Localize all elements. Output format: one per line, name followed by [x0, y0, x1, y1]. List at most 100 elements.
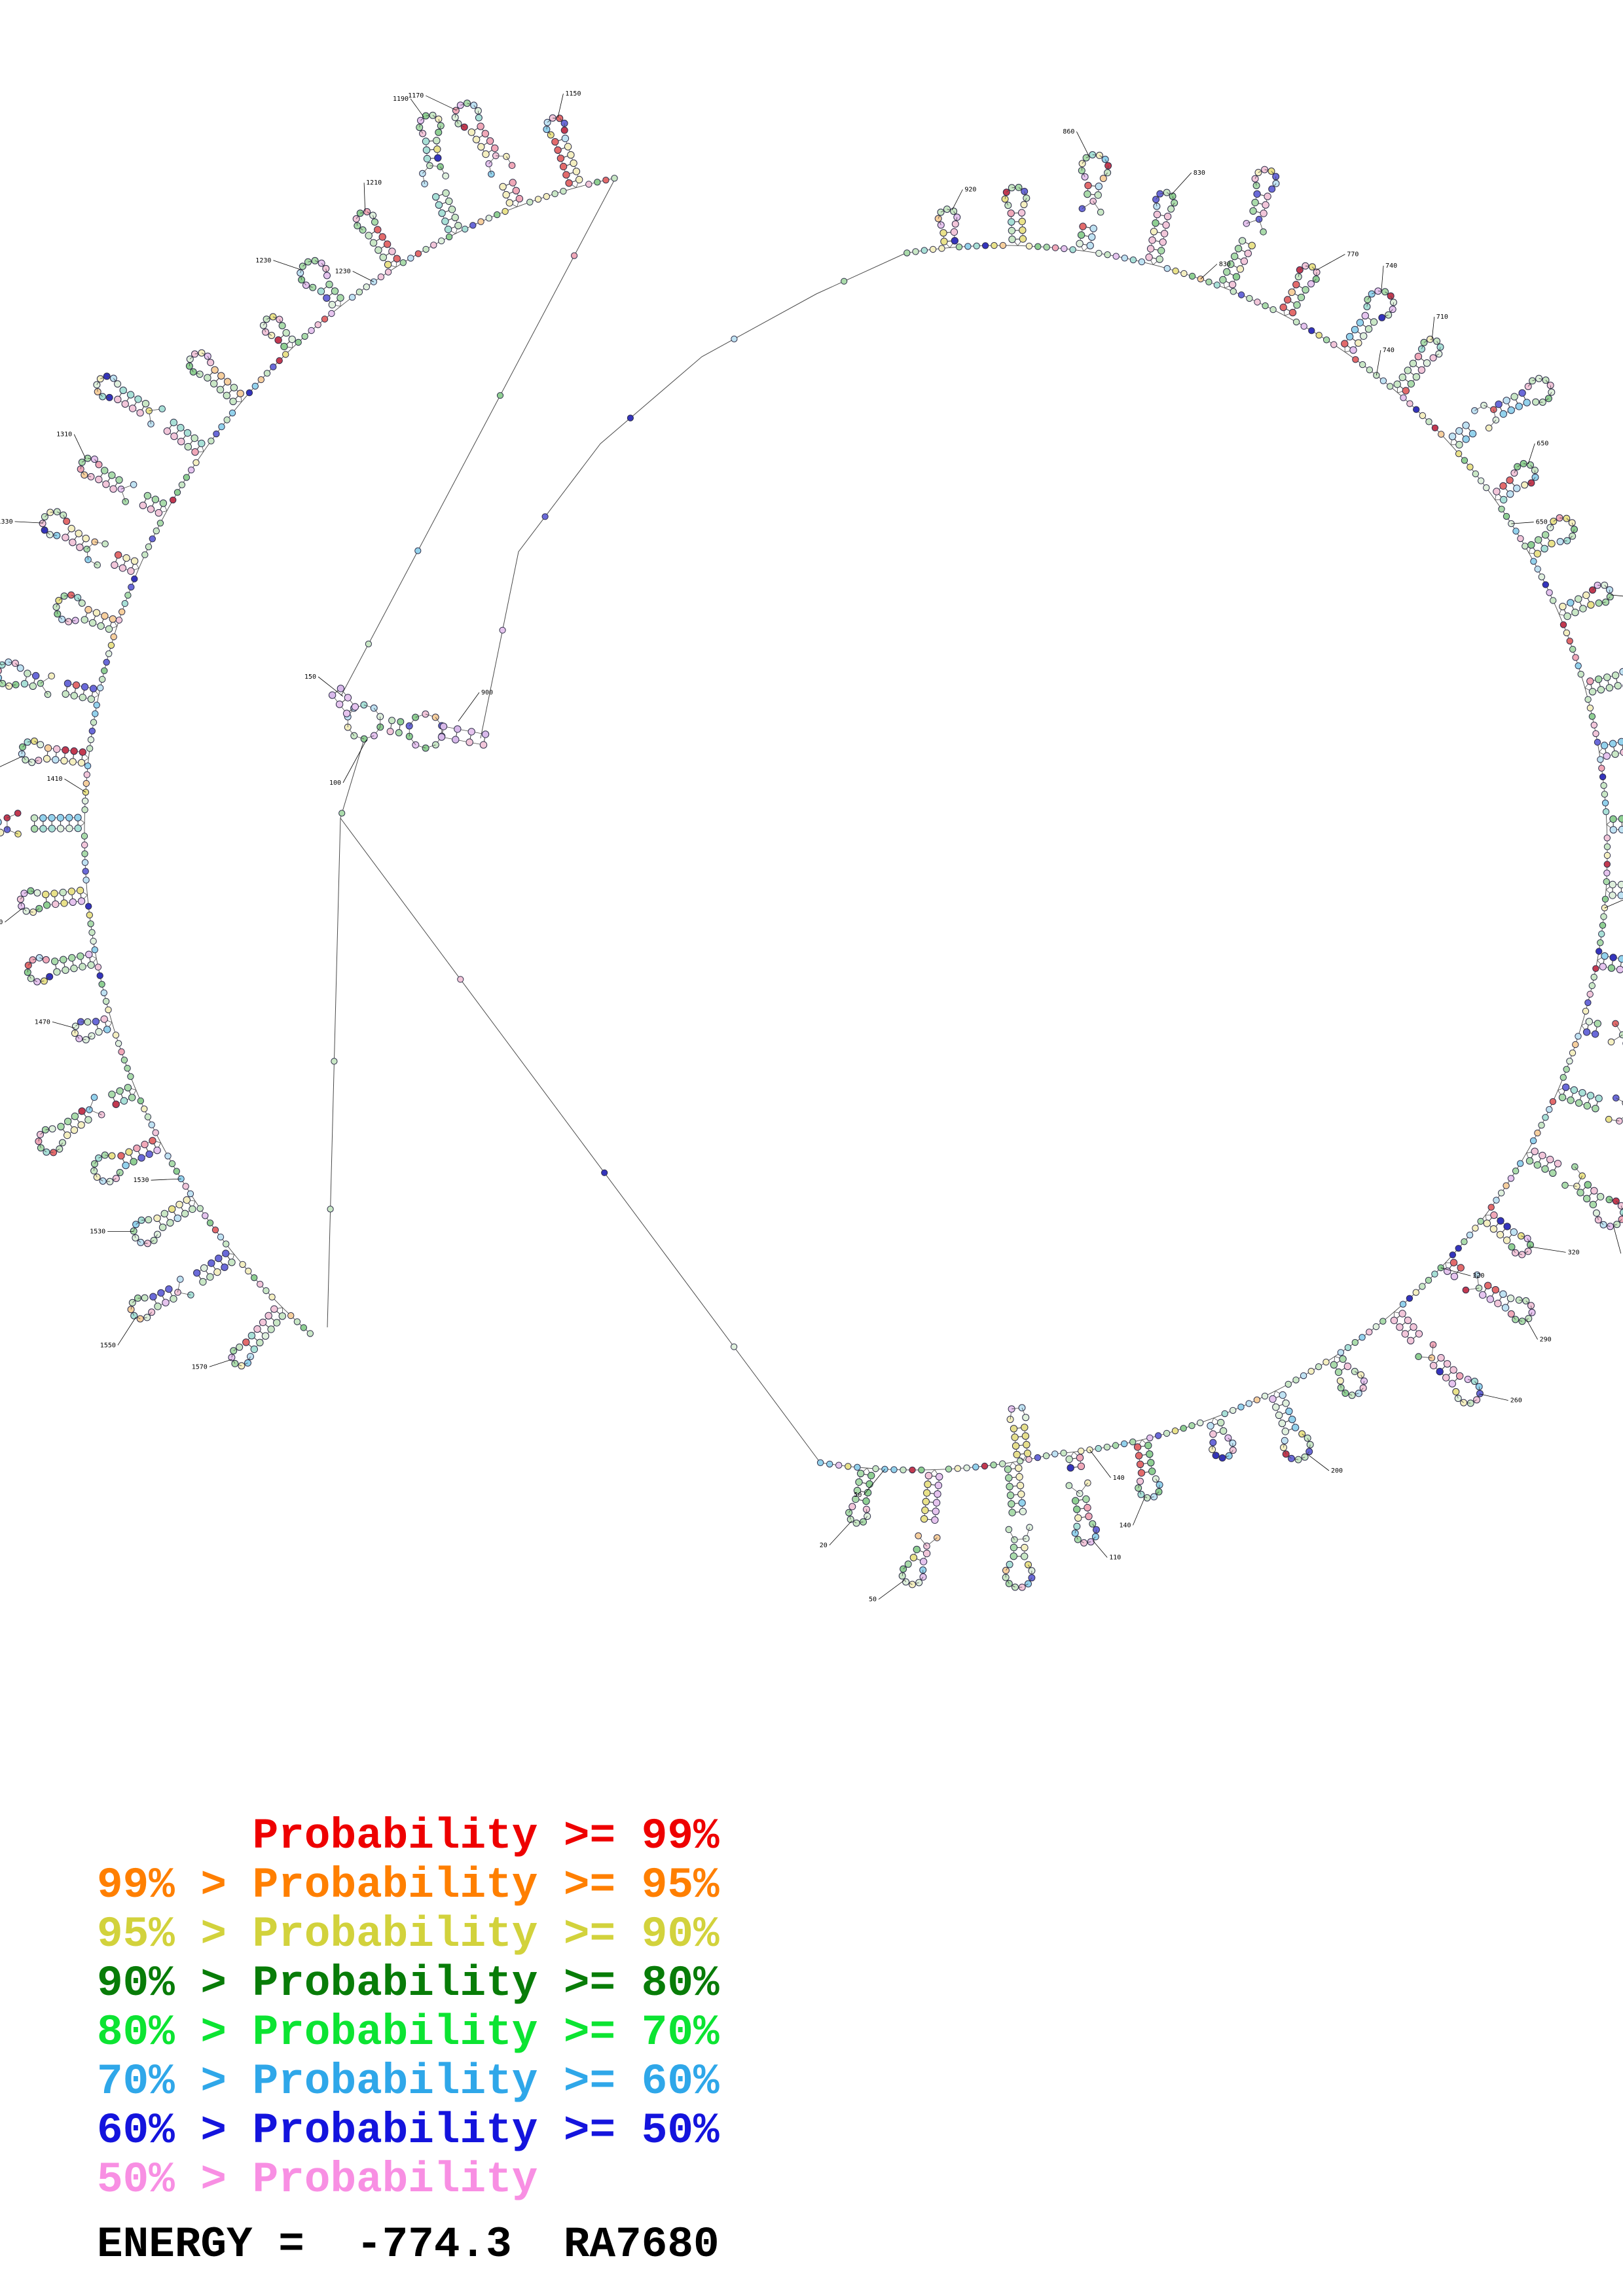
nucleotide: [945, 1465, 953, 1473]
nucleotide: [1417, 366, 1426, 374]
nucleotide: [481, 730, 490, 738]
nucleotide: [1360, 332, 1368, 340]
nucleotide: [119, 608, 126, 615]
nucleotide: [399, 259, 407, 266]
nucleotide: [554, 146, 562, 154]
nucleotide: [1448, 1380, 1457, 1388]
nucleotide: [122, 554, 130, 562]
nucleotide: [63, 518, 71, 525]
nucleotide: [1512, 1167, 1520, 1175]
nucleotide: [1307, 280, 1315, 288]
position-label: 20: [820, 1542, 828, 1549]
nucleotide: [388, 717, 396, 725]
nucleotide: [1479, 1291, 1487, 1299]
nucleotide: [173, 1214, 181, 1223]
nucleotide: [1025, 1456, 1032, 1463]
nucleotide: [1586, 990, 1594, 998]
nucleotide: [87, 961, 95, 969]
nucleotide: [145, 1216, 153, 1224]
nucleotide: [1398, 1310, 1406, 1318]
nucleotide: [1425, 418, 1432, 425]
nucleotide: [1281, 1437, 1288, 1444]
nucleotide: [30, 814, 39, 822]
nucleotide: [1308, 327, 1315, 334]
nucleotide: [929, 245, 937, 253]
nucleotide: [1620, 748, 1623, 756]
nucleotide: [82, 789, 90, 796]
nucleotide: [32, 672, 40, 680]
nucleotide: [384, 268, 392, 276]
nucleotide: [551, 190, 558, 198]
nucleotide: [1315, 1363, 1322, 1371]
nucleotide: [1398, 373, 1407, 382]
nucleotide: [53, 745, 61, 753]
nucleotide: [439, 723, 448, 730]
nucleotide: [1345, 332, 1354, 341]
nucleotide: [1497, 1217, 1504, 1225]
nucleotide: [1506, 490, 1514, 498]
nucleotide: [239, 1261, 246, 1268]
nucleotide: [1449, 1251, 1457, 1259]
nucleotide: [101, 612, 109, 620]
nucleotide: [862, 1497, 870, 1505]
nucleotide: [1268, 185, 1276, 193]
nucleotide: [1012, 1442, 1020, 1450]
nucleotide: [1355, 339, 1362, 347]
nucleotide: [149, 535, 156, 543]
nucleotide: [534, 196, 542, 203]
nucleotide: [108, 1090, 116, 1098]
nucleotide: [1600, 742, 1609, 749]
nucleotide: [1542, 1114, 1549, 1121]
nucleotide: [1240, 257, 1249, 265]
nucleotide: [477, 122, 484, 130]
nucleotide: [48, 825, 56, 833]
nucleotide: [115, 476, 123, 484]
nucleotide: [213, 1268, 221, 1276]
nucleotide: [166, 1219, 174, 1227]
nucleotide: [1415, 1353, 1422, 1360]
nucleotide: [451, 213, 459, 221]
nucleotide: [1570, 1086, 1578, 1094]
position-label: 140: [1113, 1475, 1125, 1482]
nucleotide: [57, 1122, 65, 1131]
nucleotide: [1351, 326, 1359, 334]
nucleotide: [222, 1249, 230, 1257]
nucleotide: [1438, 431, 1445, 438]
nucleotide: [1088, 233, 1096, 241]
nucleotide: [1409, 359, 1417, 367]
nucleotide: [1025, 242, 1033, 250]
nucleotide: [1410, 1323, 1417, 1331]
nucleotide: [1609, 740, 1617, 747]
nucleotide: [1163, 213, 1172, 221]
nucleotide: [922, 1498, 930, 1506]
nucleotide: [228, 1259, 236, 1266]
nucleotide: [900, 1466, 907, 1474]
nucleotide: [477, 143, 485, 151]
nucleotide: [434, 154, 442, 162]
nucleotide: [117, 1152, 125, 1160]
nucleotide: [1018, 217, 1026, 226]
nucleotide: [183, 474, 191, 481]
legend-line-70-80: 80% > Probability >= 70%: [97, 2008, 720, 2057]
nucleotide: [454, 222, 462, 230]
nucleotide: [1065, 1482, 1073, 1490]
nucleotide: [81, 833, 88, 840]
nucleotide: [1021, 1432, 1030, 1440]
nucleotide: [388, 247, 396, 255]
nucleotide: [1404, 1316, 1412, 1325]
nucleotide: [1255, 215, 1263, 223]
nucleotide: [78, 1107, 86, 1115]
nucleotide: [1387, 383, 1394, 390]
nucleotide: [267, 1325, 275, 1333]
nucleotide: [1188, 272, 1196, 280]
nucleotide: [565, 179, 573, 187]
nucleotide: [1617, 891, 1623, 899]
nucleotide: [1599, 963, 1607, 971]
nucleotide: [74, 824, 82, 833]
nucleotide: [1618, 825, 1623, 834]
nucleotide: [184, 442, 192, 451]
nucleotide: [1282, 1399, 1290, 1407]
nucleotide: [502, 190, 510, 199]
nucleotide: [1507, 406, 1515, 414]
nucleotide: [1288, 308, 1297, 317]
